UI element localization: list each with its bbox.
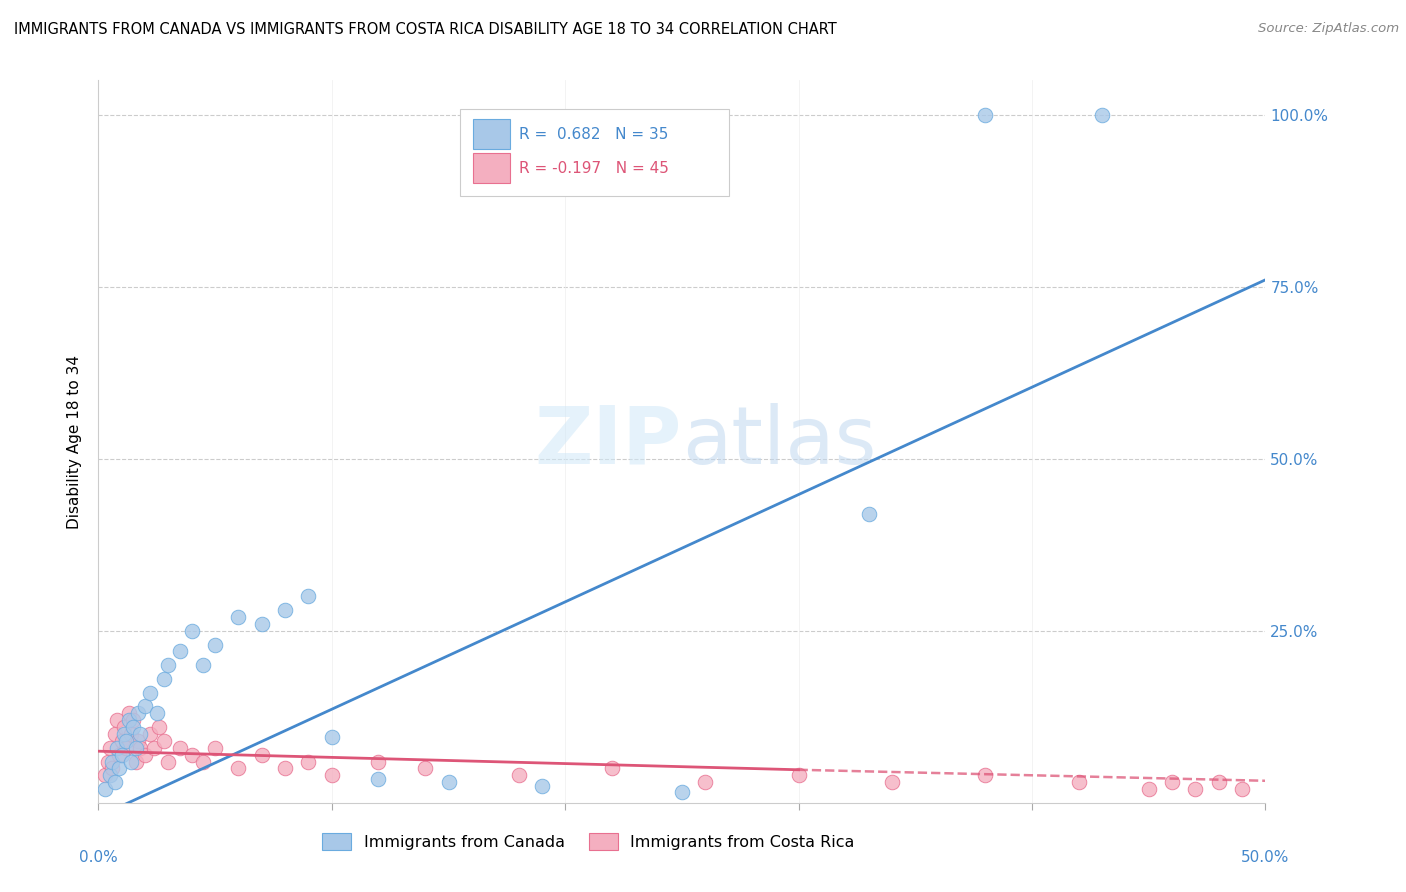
Point <box>120 755 142 769</box>
Point <box>1230 782 1253 797</box>
Point <box>98 768 121 782</box>
Point <box>193 658 215 673</box>
Point <box>600 761 623 775</box>
Point <box>1161 775 1184 789</box>
Point <box>297 755 319 769</box>
Point <box>169 644 191 658</box>
Point <box>530 779 553 793</box>
Point <box>94 782 117 797</box>
Point <box>134 747 156 762</box>
Point <box>695 775 717 789</box>
Point <box>1184 782 1206 797</box>
Point <box>193 755 215 769</box>
Point <box>143 740 166 755</box>
Point <box>120 727 142 741</box>
Point <box>321 768 343 782</box>
Point <box>152 734 174 748</box>
Point <box>413 761 436 775</box>
Point <box>125 755 148 769</box>
Point <box>1067 775 1090 789</box>
Point <box>104 775 127 789</box>
Point <box>115 740 138 755</box>
Text: R = -0.197   N = 45: R = -0.197 N = 45 <box>519 161 668 176</box>
Point <box>139 686 162 700</box>
Text: ZIP: ZIP <box>534 402 682 481</box>
Point <box>118 713 141 727</box>
Point <box>127 706 149 721</box>
Point <box>367 755 389 769</box>
Point <box>180 624 202 638</box>
Point <box>204 638 226 652</box>
Point <box>139 727 162 741</box>
Point <box>111 747 134 762</box>
Point <box>1091 108 1114 122</box>
Point <box>112 720 135 734</box>
Point <box>250 616 273 631</box>
Point <box>125 740 148 755</box>
Point <box>98 740 121 755</box>
Text: atlas: atlas <box>682 402 876 481</box>
Text: Source: ZipAtlas.com: Source: ZipAtlas.com <box>1258 22 1399 36</box>
Point <box>437 775 460 789</box>
Point <box>108 747 131 762</box>
FancyBboxPatch shape <box>460 109 728 196</box>
Point <box>1208 775 1230 789</box>
Point <box>157 755 180 769</box>
Point <box>108 761 131 775</box>
Point <box>148 720 170 734</box>
Point <box>127 734 149 748</box>
Point <box>94 768 117 782</box>
Point <box>115 734 138 748</box>
Point <box>101 755 124 769</box>
Point <box>228 761 250 775</box>
Point <box>858 507 880 521</box>
Point <box>274 603 297 617</box>
Point <box>274 761 297 775</box>
Point <box>104 727 127 741</box>
Point <box>974 108 997 122</box>
Text: 0.0%: 0.0% <box>79 850 118 864</box>
Point <box>250 747 273 762</box>
Y-axis label: Disability Age 18 to 34: Disability Age 18 to 34 <box>67 354 83 529</box>
Point <box>105 713 128 727</box>
Point <box>111 734 134 748</box>
Point <box>105 740 128 755</box>
Point <box>122 713 145 727</box>
Point <box>180 747 202 762</box>
Point <box>508 768 530 782</box>
FancyBboxPatch shape <box>472 153 510 183</box>
Point <box>228 610 250 624</box>
Point <box>134 699 156 714</box>
Legend: Immigrants from Canada, Immigrants from Costa Rica: Immigrants from Canada, Immigrants from … <box>316 827 860 856</box>
Point <box>297 590 319 604</box>
Point <box>204 740 226 755</box>
Point <box>367 772 389 786</box>
Point <box>169 740 191 755</box>
Text: 50.0%: 50.0% <box>1241 850 1289 864</box>
Point <box>671 785 693 799</box>
Point <box>118 706 141 721</box>
Point <box>129 727 152 741</box>
Point <box>152 672 174 686</box>
Point <box>129 740 152 755</box>
Point <box>122 720 145 734</box>
Point <box>157 658 180 673</box>
Point <box>880 775 903 789</box>
Text: IMMIGRANTS FROM CANADA VS IMMIGRANTS FROM COSTA RICA DISABILITY AGE 18 TO 34 COR: IMMIGRANTS FROM CANADA VS IMMIGRANTS FRO… <box>14 22 837 37</box>
Point <box>101 761 124 775</box>
FancyBboxPatch shape <box>472 119 510 149</box>
Point <box>97 755 120 769</box>
Point <box>146 706 169 721</box>
Point <box>1137 782 1160 797</box>
Point <box>787 768 810 782</box>
Point <box>974 768 997 782</box>
Point <box>321 731 343 745</box>
Point <box>112 727 135 741</box>
Text: R =  0.682   N = 35: R = 0.682 N = 35 <box>519 127 668 142</box>
